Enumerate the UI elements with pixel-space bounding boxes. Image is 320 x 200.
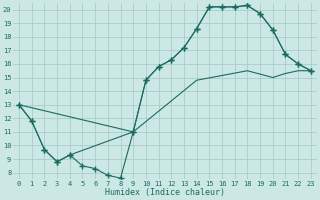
X-axis label: Humidex (Indice chaleur): Humidex (Indice chaleur) [105,188,225,197]
